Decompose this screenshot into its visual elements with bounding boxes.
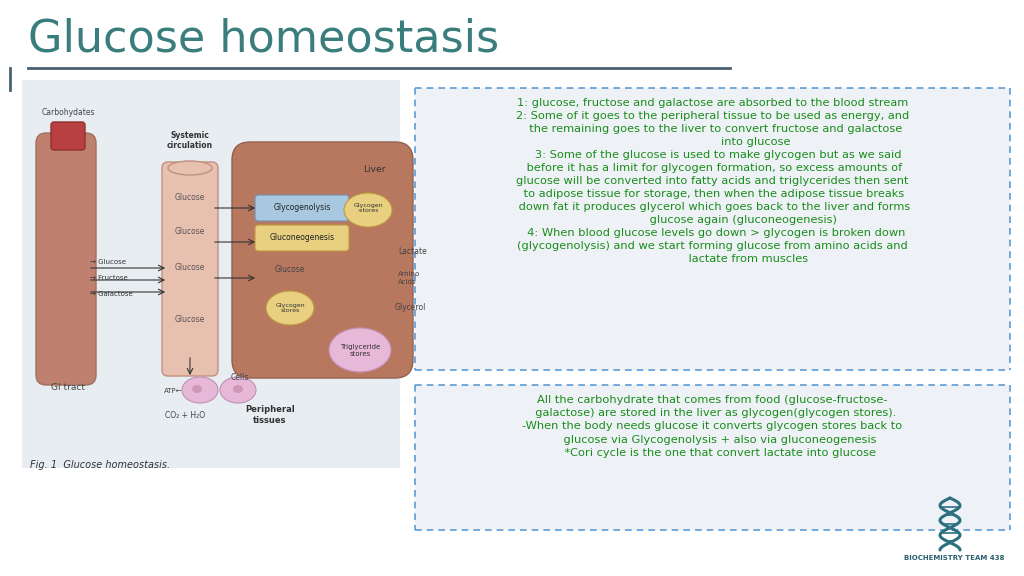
Text: Amino
Acids: Amino Acids (398, 271, 420, 285)
Text: Glucose: Glucose (175, 194, 205, 203)
Text: Peripheral
tissues: Peripheral tissues (245, 406, 295, 425)
Text: Lactate: Lactate (398, 248, 427, 256)
Text: Cells: Cells (230, 373, 249, 382)
Ellipse shape (193, 385, 202, 393)
Text: All the carbohydrate that comes from food (glucose-fructose-
  galactose) are st: All the carbohydrate that comes from foo… (522, 395, 902, 458)
Text: Glucose: Glucose (274, 266, 305, 275)
Text: Gluconeogenesis: Gluconeogenesis (269, 233, 335, 242)
Text: Glucose: Glucose (175, 263, 205, 272)
Text: Systemic
circulation: Systemic circulation (167, 131, 213, 150)
Text: Glycogen
stores: Glycogen stores (275, 302, 305, 313)
Ellipse shape (168, 161, 212, 175)
Text: Carbohydates: Carbohydates (41, 108, 95, 117)
Text: Glucose homeostasis: Glucose homeostasis (28, 18, 499, 61)
Text: → Galactose: → Galactose (90, 291, 133, 297)
FancyBboxPatch shape (22, 80, 400, 468)
Text: Glycerol: Glycerol (395, 304, 426, 313)
Text: Glucose: Glucose (175, 316, 205, 324)
Text: 1: glucose, fructose and galactose are absorbed to the blood stream
2: Some of i: 1: glucose, fructose and galactose are a… (515, 98, 910, 264)
Ellipse shape (329, 328, 391, 372)
Text: Glycogen
-stores: Glycogen -stores (353, 203, 383, 213)
FancyBboxPatch shape (36, 133, 96, 385)
Text: BIOCHEMISTRY TEAM 438: BIOCHEMISTRY TEAM 438 (904, 555, 1005, 561)
Text: ATP←: ATP← (164, 388, 182, 394)
Text: Fig. 1  Glucose homeostasis.: Fig. 1 Glucose homeostasis. (30, 460, 170, 470)
FancyBboxPatch shape (415, 88, 1010, 370)
Ellipse shape (220, 377, 256, 403)
Text: GI tract: GI tract (51, 383, 85, 392)
Text: Triglyceride
stores: Triglyceride stores (340, 343, 380, 357)
Text: → Fructose: → Fructose (90, 275, 128, 281)
Text: Glucose: Glucose (175, 228, 205, 237)
Text: Glycogenolysis: Glycogenolysis (273, 203, 331, 213)
Ellipse shape (344, 193, 392, 227)
FancyBboxPatch shape (51, 122, 85, 150)
Text: Liver: Liver (362, 165, 385, 174)
FancyBboxPatch shape (255, 195, 349, 221)
FancyBboxPatch shape (232, 142, 413, 378)
FancyBboxPatch shape (415, 385, 1010, 530)
Text: → Glucose: → Glucose (90, 259, 126, 265)
Text: CO₂ + H₂O: CO₂ + H₂O (165, 411, 205, 419)
FancyBboxPatch shape (162, 162, 218, 376)
Ellipse shape (266, 291, 314, 325)
FancyBboxPatch shape (255, 225, 349, 251)
Ellipse shape (233, 385, 243, 393)
Ellipse shape (182, 377, 218, 403)
